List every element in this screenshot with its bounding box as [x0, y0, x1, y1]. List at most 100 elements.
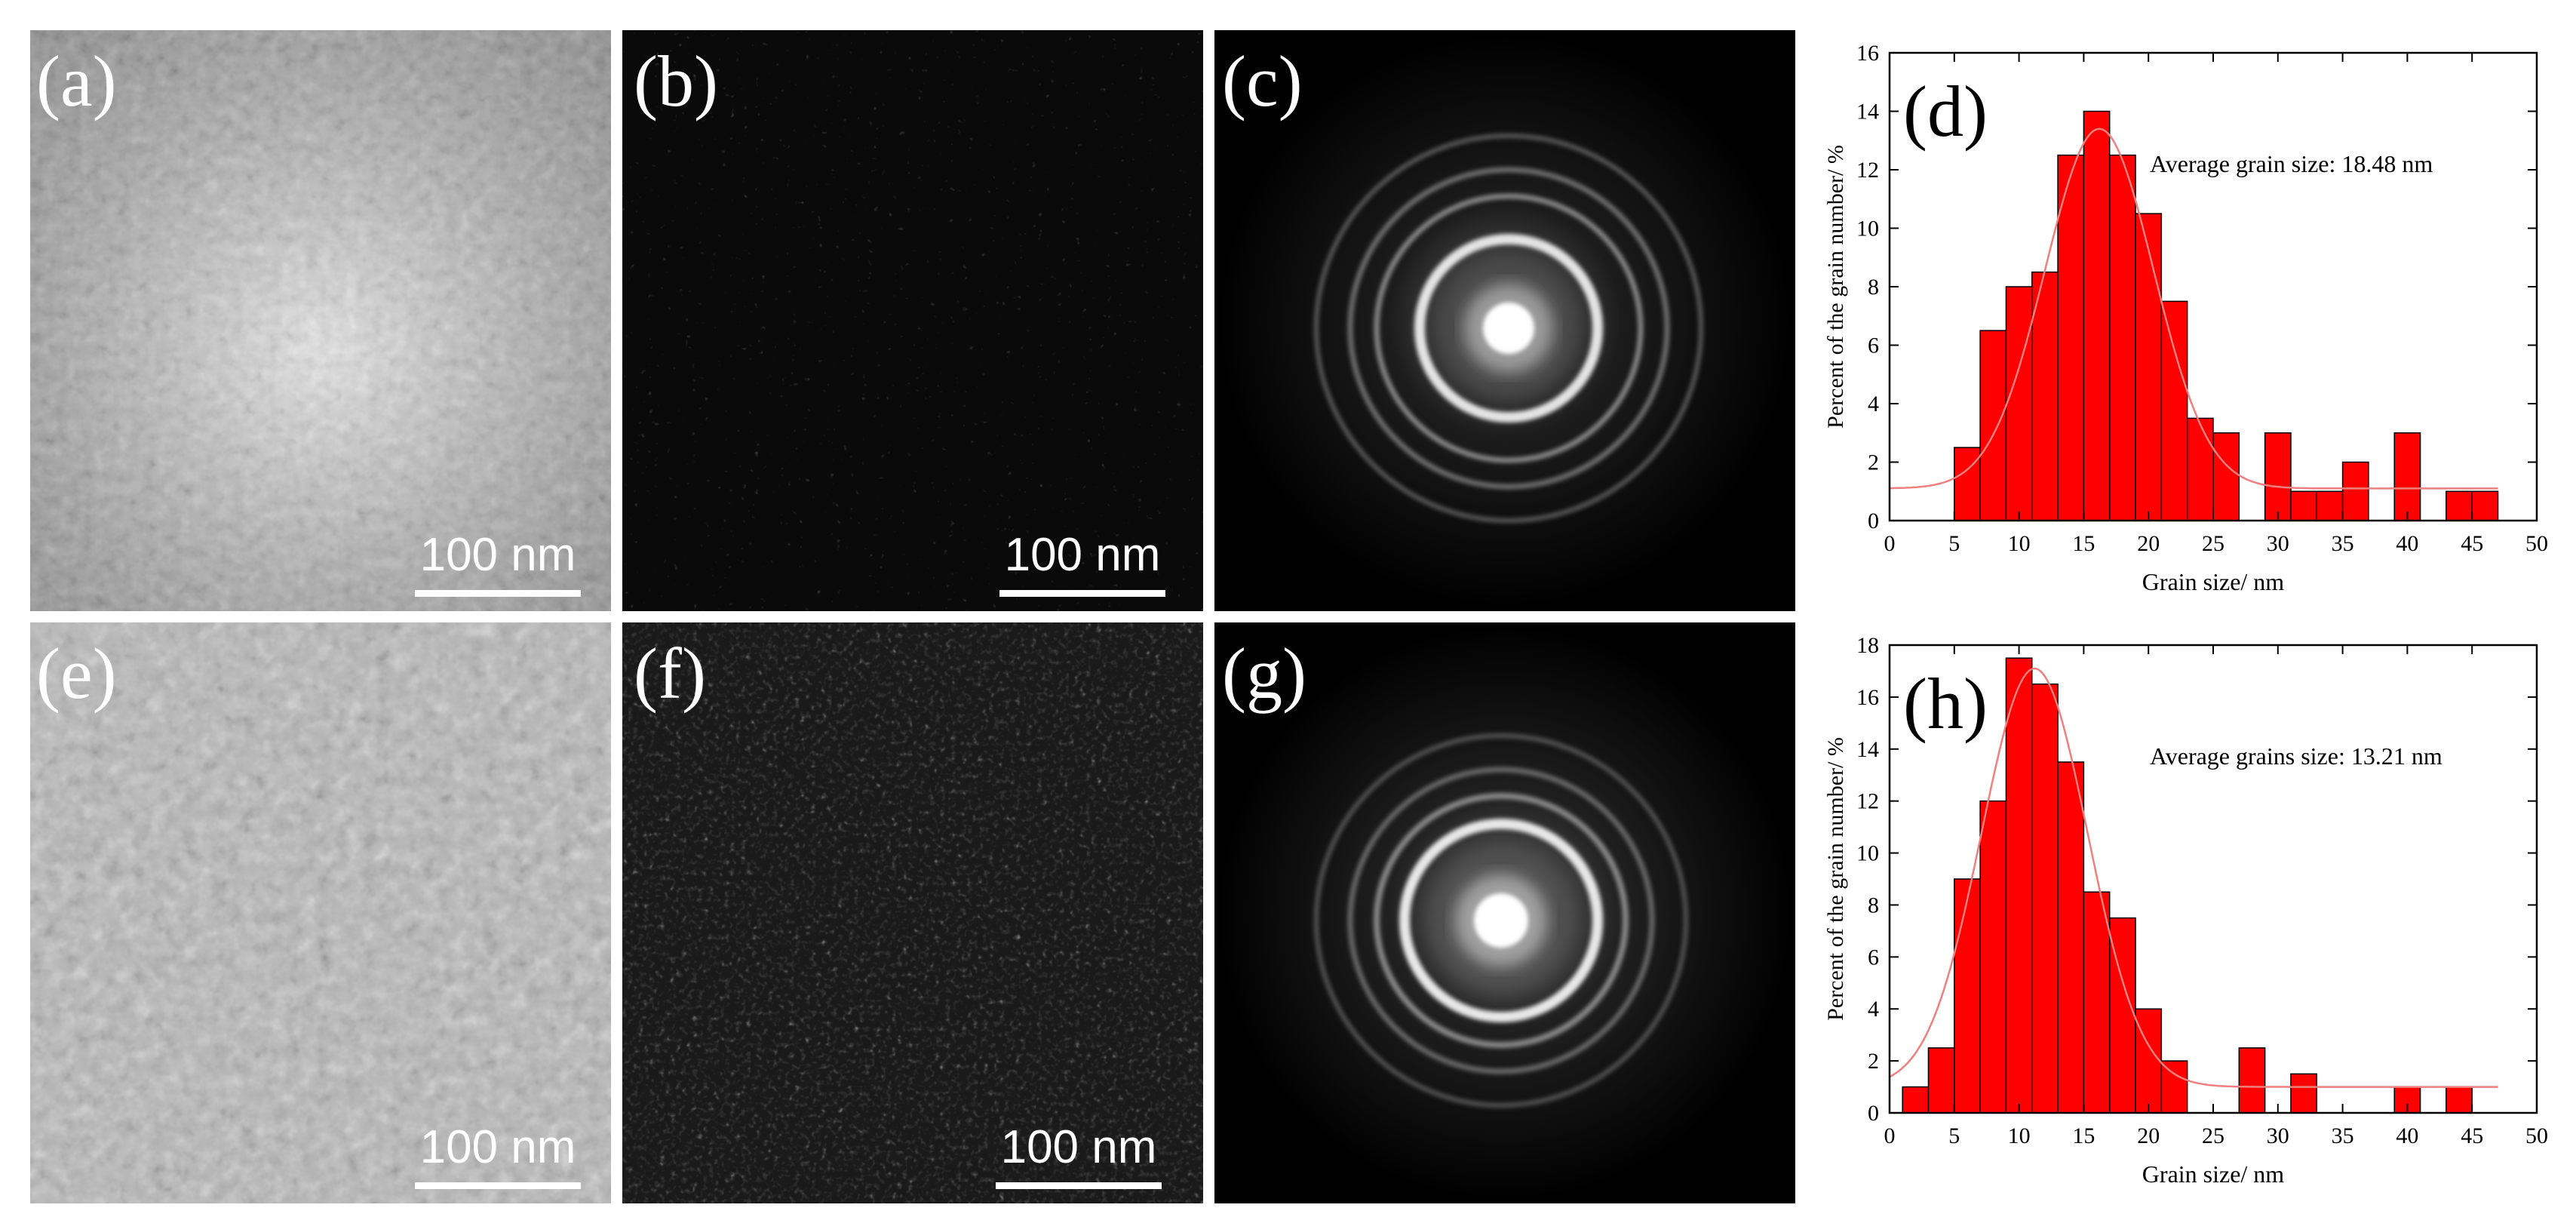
- histogram-bar: [2005, 657, 2033, 1114]
- histogram-bar: [2108, 154, 2136, 521]
- x-tick-label: 20: [2137, 531, 2160, 556]
- scale-bar-line: [996, 1182, 1162, 1189]
- histogram-bar: [1902, 1086, 1930, 1114]
- y-tick-label: 8: [1868, 893, 1879, 917]
- scale-bar-line: [999, 590, 1165, 597]
- y-tick-label: 2: [1868, 1049, 1879, 1074]
- panel-label: (d): [1903, 71, 1988, 152]
- histogram-bar: [2446, 490, 2473, 521]
- y-tick-label: 0: [1868, 1101, 1879, 1126]
- y-tick-label: 16: [1856, 685, 1879, 710]
- x-tick-label: 40: [2396, 531, 2418, 556]
- x-tick-label: 15: [2072, 1123, 2095, 1148]
- histogram-bar: [2135, 1008, 2163, 1114]
- x-tick-label: 5: [1948, 531, 1960, 556]
- dark-field-texture: [622, 30, 1203, 611]
- average-grain-size-annotation: Average grain size: 18.48 nm: [2150, 150, 2433, 177]
- panel-label-f: (f): [634, 633, 706, 714]
- x-tick-label: 20: [2137, 1123, 2160, 1148]
- panel-label-e: (e): [36, 633, 117, 714]
- x-tick-label: 45: [2461, 1123, 2483, 1148]
- y-tick-label: 12: [1856, 158, 1879, 183]
- histogram-h: 0 5 10 15 20 25 30 35 40 45 50 0 2 4 6 8 10 12 14 16 18 Grain…: [1807, 622, 2568, 1211]
- y-tick-label: 6: [1868, 333, 1879, 358]
- scale-bar-label: 100 nm: [419, 529, 576, 581]
- x-tick-label: 15: [2072, 531, 2095, 556]
- x-tick-label: 35: [2332, 531, 2354, 556]
- histogram-bar: [2186, 417, 2214, 521]
- panel-label: (h): [1903, 663, 1988, 744]
- scale-bar-line: [415, 1182, 581, 1189]
- diffraction-rings: [1214, 622, 1795, 1203]
- y-tick-label: 4: [1868, 392, 1879, 416]
- histogram-d: 0 5 10 15 20 25 30 35 40 45 50 0 2 4 6 8 10 12 14 16 Grain s…: [1807, 30, 2568, 619]
- x-tick-label: 25: [2202, 531, 2224, 556]
- histogram-bar: [2160, 300, 2188, 521]
- x-tick-label: 50: [2525, 1123, 2548, 1148]
- dark-field-texture: [622, 622, 1203, 1203]
- x-tick-label: 10: [2008, 1123, 2031, 1148]
- gaussian-fit-curve: [1889, 667, 2498, 1088]
- scale-bar-label: 100 nm: [419, 1121, 576, 1173]
- histogram-bar: [2393, 432, 2421, 521]
- histogram-bar: [2005, 286, 2033, 521]
- y-tick-label: 4: [1868, 997, 1879, 1022]
- y-tick-label: 14: [1856, 737, 1879, 762]
- gaussian-fit-curve: [1889, 128, 2498, 490]
- histogram-bar: [1954, 447, 1981, 521]
- histogram-h-svg: 0 5 10 15 20 25 30 35 40 45 50 0 2 4 6 8 10 12 14 16 18 Grain…: [1823, 633, 2548, 1188]
- histogram-bar: [1927, 1047, 1955, 1114]
- x-tick-label: 0: [1884, 1123, 1896, 1148]
- scale-bar-label: 100 nm: [1000, 1121, 1157, 1173]
- y-tick-label: 6: [1868, 945, 1879, 970]
- histogram-bar: [2290, 1073, 2318, 1114]
- x-tick-label: 50: [2525, 531, 2548, 556]
- histogram-bar: [2083, 891, 2111, 1114]
- histogram-bar: [2083, 110, 2111, 521]
- histogram-bar: [1954, 878, 1981, 1114]
- histogram-bar: [2135, 213, 2163, 521]
- y-axis-label: Percent of the grain number/ %: [1823, 145, 1848, 429]
- scale-bar-line: [415, 590, 581, 597]
- scale-bar-a: 100 nm: [415, 532, 581, 607]
- x-axis-label: Grain size/ nm: [2142, 1160, 2285, 1188]
- y-tick-label: 0: [1868, 509, 1879, 533]
- histogram-bar: [1979, 800, 2007, 1114]
- histogram-bar: [2446, 1086, 2473, 1114]
- x-tick-label: 30: [2267, 531, 2289, 556]
- scale-bar-e: 100 nm: [415, 1124, 581, 1200]
- tem-dark-field-image-b: (b) 100 nm: [622, 30, 1203, 611]
- x-tick-label: 30: [2267, 1123, 2289, 1148]
- tem-bright-field-image-a: (a) 100 nm: [30, 30, 611, 611]
- panel-label-g: (g): [1222, 633, 1306, 714]
- average-grain-size-annotation: Average grains size: 13.21 nm: [2150, 742, 2442, 770]
- y-tick-label: 2: [1868, 450, 1879, 475]
- panel-label-b: (b): [634, 41, 718, 121]
- y-tick-label: 16: [1856, 41, 1879, 66]
- x-tick-label: 35: [2332, 1123, 2354, 1148]
- x-tick-label: 40: [2396, 1123, 2418, 1148]
- x-tick-label: 5: [1948, 1123, 1960, 1148]
- histogram-bar: [2238, 1047, 2266, 1114]
- y-tick-label: 8: [1868, 275, 1879, 300]
- panel-label-c: (c): [1222, 41, 1303, 121]
- y-axis-label: Percent of the grain number/ %: [1823, 737, 1848, 1021]
- bright-field-texture: [30, 30, 611, 611]
- y-tick-label: 10: [1856, 841, 1879, 866]
- saed-pattern-c: (c): [1214, 30, 1795, 611]
- histogram-bar: [2341, 461, 2369, 521]
- histogram-bar: [2316, 490, 2344, 521]
- x-tick-label: 25: [2202, 1123, 2224, 1148]
- y-tick-label: 10: [1856, 217, 1879, 241]
- tem-bright-field-image-e: (e) 100 nm: [30, 622, 611, 1203]
- x-axis-label: Grain size/ nm: [2142, 568, 2285, 595]
- histogram-bar: [2057, 761, 2085, 1114]
- scale-bar-f: 100 nm: [996, 1124, 1162, 1200]
- scale-bar-b: 100 nm: [999, 532, 1165, 607]
- histogram-bar: [2264, 432, 2292, 521]
- histogram-bar: [2471, 490, 2499, 521]
- histogram-bar: [2031, 683, 2059, 1114]
- histogram-bar: [2160, 1060, 2188, 1114]
- tem-dark-field-image-f: (f) 100 nm: [622, 622, 1203, 1203]
- histogram-bar: [2290, 490, 2318, 521]
